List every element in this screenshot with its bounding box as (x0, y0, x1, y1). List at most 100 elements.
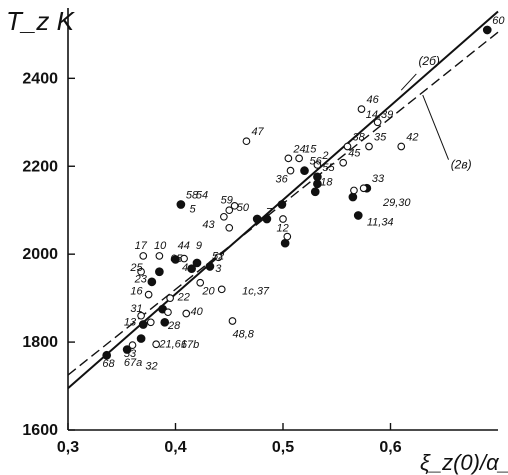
open-point (365, 142, 373, 151)
filled-point (136, 334, 146, 343)
point-label: 47 (251, 126, 264, 138)
filled-point (102, 350, 112, 360)
filled-point (482, 25, 492, 35)
open-point (279, 215, 287, 223)
filled-point (277, 200, 287, 209)
open-point (137, 311, 145, 320)
point-label: 48,8 (232, 329, 254, 341)
y-tick-label: 2200 (22, 158, 58, 175)
point-label: 60 (492, 15, 505, 27)
point-label: 18 (320, 177, 333, 189)
point-label: 10 (154, 240, 167, 252)
point-label: 67a (124, 357, 142, 369)
point-label: 23 (134, 274, 148, 286)
point-label: 17 (135, 240, 148, 252)
filled-point (280, 238, 290, 248)
point-label: 52 (212, 250, 224, 262)
open-point (146, 318, 155, 327)
y-axis-title: T_z K (6, 6, 76, 36)
point-label: 16 (130, 286, 143, 298)
open-point (359, 184, 368, 193)
point-label: 33 (372, 173, 385, 185)
point-label: 20 (201, 286, 215, 298)
point-label: 68 (102, 358, 115, 370)
point-label: 53 (124, 348, 137, 360)
point-label: 45 (348, 148, 361, 160)
point-label: 12 (277, 222, 289, 234)
filled-point (160, 317, 170, 327)
point-label: 29,30 (382, 197, 411, 209)
open-point (220, 212, 228, 221)
point-label: 42 (406, 131, 418, 143)
fit-line-label: (2б) (418, 54, 439, 68)
leader-line (400, 73, 417, 91)
point-label: 54 (196, 189, 208, 201)
point-label: 24 (292, 143, 305, 155)
open-point (139, 252, 148, 260)
open-point (350, 186, 358, 195)
open-point (144, 290, 153, 299)
filled-point (171, 255, 180, 264)
point-label: 22 (177, 291, 190, 303)
x-axis-title: ξ_z(0)/α_ив (420, 450, 508, 475)
open-point (137, 267, 145, 276)
y-tick-label: 2400 (22, 70, 58, 87)
point-label: 40 (191, 306, 204, 318)
open-point (217, 285, 226, 294)
open-point (225, 223, 234, 232)
x-tick-label: 0,6 (379, 439, 401, 456)
open-point (180, 254, 188, 263)
fit-lines: (2б) (2в) (67, 10, 499, 389)
x-tick-label: 0,5 (272, 439, 294, 456)
point-label: 1c,37 (242, 286, 270, 298)
point-label: 59 (221, 195, 233, 207)
axis-ticks: 0,3 0,4 0,5 0,6 1600 1800 2000 2200 2400 (22, 70, 401, 456)
open-point (166, 294, 174, 302)
point-label: 5 (189, 203, 196, 215)
open-point (284, 154, 293, 163)
leader-line (422, 94, 450, 160)
point-label: 9 (196, 240, 202, 252)
open-point (286, 166, 295, 175)
data-points (102, 25, 492, 360)
filled-point (310, 187, 320, 197)
point-label: 3 (215, 263, 222, 275)
point-label: 43 (202, 219, 215, 231)
open-point (182, 309, 191, 318)
point-label: 14,39 (366, 109, 394, 121)
filled-point (205, 262, 215, 271)
open-point (373, 118, 382, 127)
point-label: 32 (145, 360, 157, 372)
open-point (242, 137, 251, 146)
point-label: 25 (129, 262, 143, 274)
y-tick-label: 1800 (22, 334, 58, 351)
point-label: 36 (275, 174, 288, 186)
y-tick-label: 2000 (22, 246, 58, 263)
open-point (230, 201, 239, 210)
open-point (313, 161, 322, 169)
open-point (155, 252, 164, 260)
point-label: 38 (353, 131, 366, 143)
point-label: 56 (310, 156, 323, 168)
open-point (397, 142, 406, 151)
filled-point (300, 166, 309, 175)
point-label: 31 (130, 303, 142, 315)
open-point (295, 154, 303, 163)
y-tick-label: 1600 (22, 422, 58, 439)
filled-point (187, 264, 196, 274)
point-label: 44 (178, 240, 190, 252)
open-point (128, 341, 137, 350)
point-label: 50 (237, 202, 250, 214)
filled-point (155, 267, 164, 277)
filled-point (262, 214, 272, 224)
point-label: 21,61 (158, 338, 187, 350)
filled-point (192, 258, 202, 268)
open-point (214, 253, 223, 262)
point-label: 58 (186, 189, 199, 201)
open-point (152, 340, 160, 349)
open-point (196, 278, 205, 287)
point-label: 65 (170, 253, 183, 265)
point-label: 67b (181, 339, 199, 351)
filled-point (353, 211, 363, 220)
